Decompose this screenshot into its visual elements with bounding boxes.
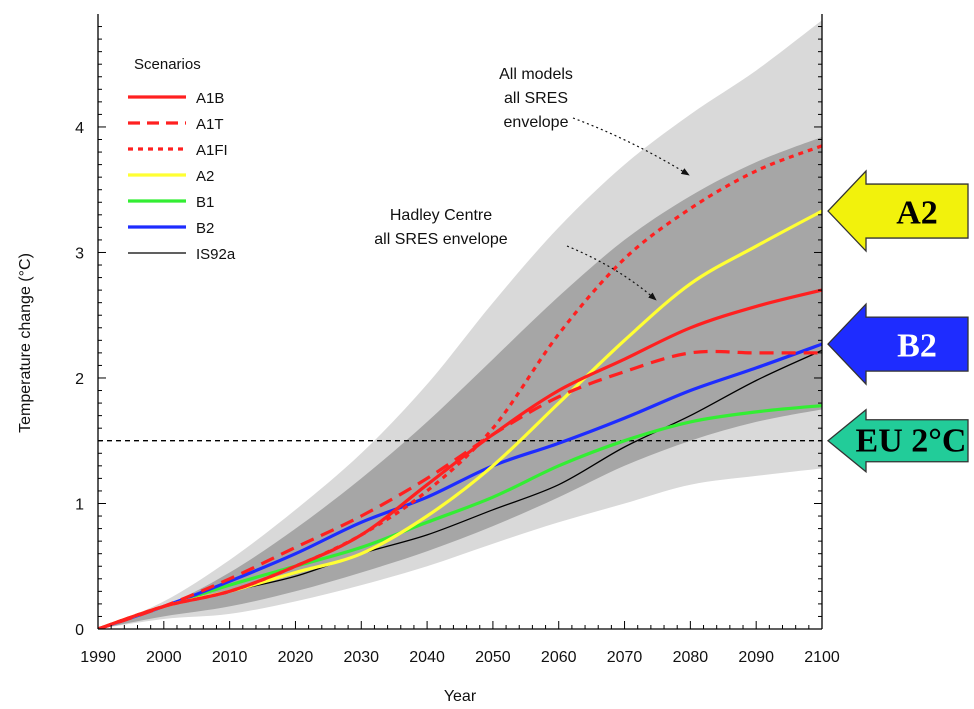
legend-label-a2: A2 <box>196 168 214 185</box>
x-tick-label: 2100 <box>804 649 840 666</box>
plot-area <box>98 20 822 629</box>
y-axis-title: Temperature change (°C) <box>17 253 34 433</box>
y-tick-label: 4 <box>75 120 84 137</box>
envelope-all-models-all-sres-envelope <box>98 20 822 629</box>
series-line-b2 <box>98 342 822 629</box>
x-tick-label: 2010 <box>212 649 248 666</box>
legend-label-is92a: IS92a <box>196 246 236 263</box>
y-tick-label: 1 <box>75 496 84 513</box>
side-arrow-label-a2: A2 <box>896 194 938 231</box>
side-arrow-label-eu-2-c: EU 2°C <box>856 423 967 460</box>
x-tick-label: 2000 <box>146 649 182 666</box>
series-line-b1 <box>98 404 822 629</box>
x-tick-label: 2050 <box>475 649 511 666</box>
legend-label-a1b: A1B <box>196 90 224 107</box>
side-arrow-label-b2: B2 <box>897 327 937 364</box>
x-tick-label: 1990 <box>80 649 116 666</box>
y-tick-label: 3 <box>75 245 84 262</box>
plot-layer <box>98 20 822 629</box>
annotation-all-models-line: All models <box>499 66 573 83</box>
annotation-all-models-line: all SRES <box>504 90 568 107</box>
x-tick-label: 2030 <box>343 649 379 666</box>
annotation-hadley-line: Hadley Centre <box>390 207 492 224</box>
series-line-a1t <box>98 349 822 629</box>
annotation-all-models-line: envelope <box>504 114 569 131</box>
legend-label-a1fi: A1FI <box>196 142 228 159</box>
axes-layer: 0 1 2 3 4 1990 2000 2010 2020 2030 2040 2050 2060 207… <box>75 14 840 666</box>
x-axis-title: Year <box>444 688 477 705</box>
side-arrow-eu-2-c <box>826 408 969 474</box>
side-arrow-a2 <box>827 169 969 253</box>
legend-label-a1t: A1T <box>196 116 224 133</box>
x-tick-label: 2060 <box>541 649 577 666</box>
y-tick-label: 0 <box>75 622 84 639</box>
side-arrow-b2 <box>827 302 969 386</box>
side-arrows: A2 B2 EU 2°C <box>826 169 969 474</box>
legend-label-b2: B2 <box>196 220 214 237</box>
envelope-hadley-centre-all-sres-envelope <box>98 137 822 629</box>
legend-label-b1: B1 <box>196 194 214 211</box>
x-tick-label: 2020 <box>278 649 314 666</box>
x-tick-label: 2040 <box>409 649 445 666</box>
x-tick-label: 2090 <box>738 649 774 666</box>
x-tick-label: 2080 <box>673 649 709 666</box>
annotation-hadley-line: all SRES envelope <box>374 231 508 248</box>
annotations: All models all SRES envelope Hadley Centre a… <box>374 66 690 301</box>
y-tick-label: 2 <box>75 371 84 388</box>
legend-title: Scenarios <box>134 56 201 73</box>
x-tick-label: 2070 <box>607 649 643 666</box>
annotation-arrow-hadley <box>566 245 657 301</box>
legend: Scenarios A1B A1T A1FI A2 B1 B2 IS92a <box>128 56 236 263</box>
